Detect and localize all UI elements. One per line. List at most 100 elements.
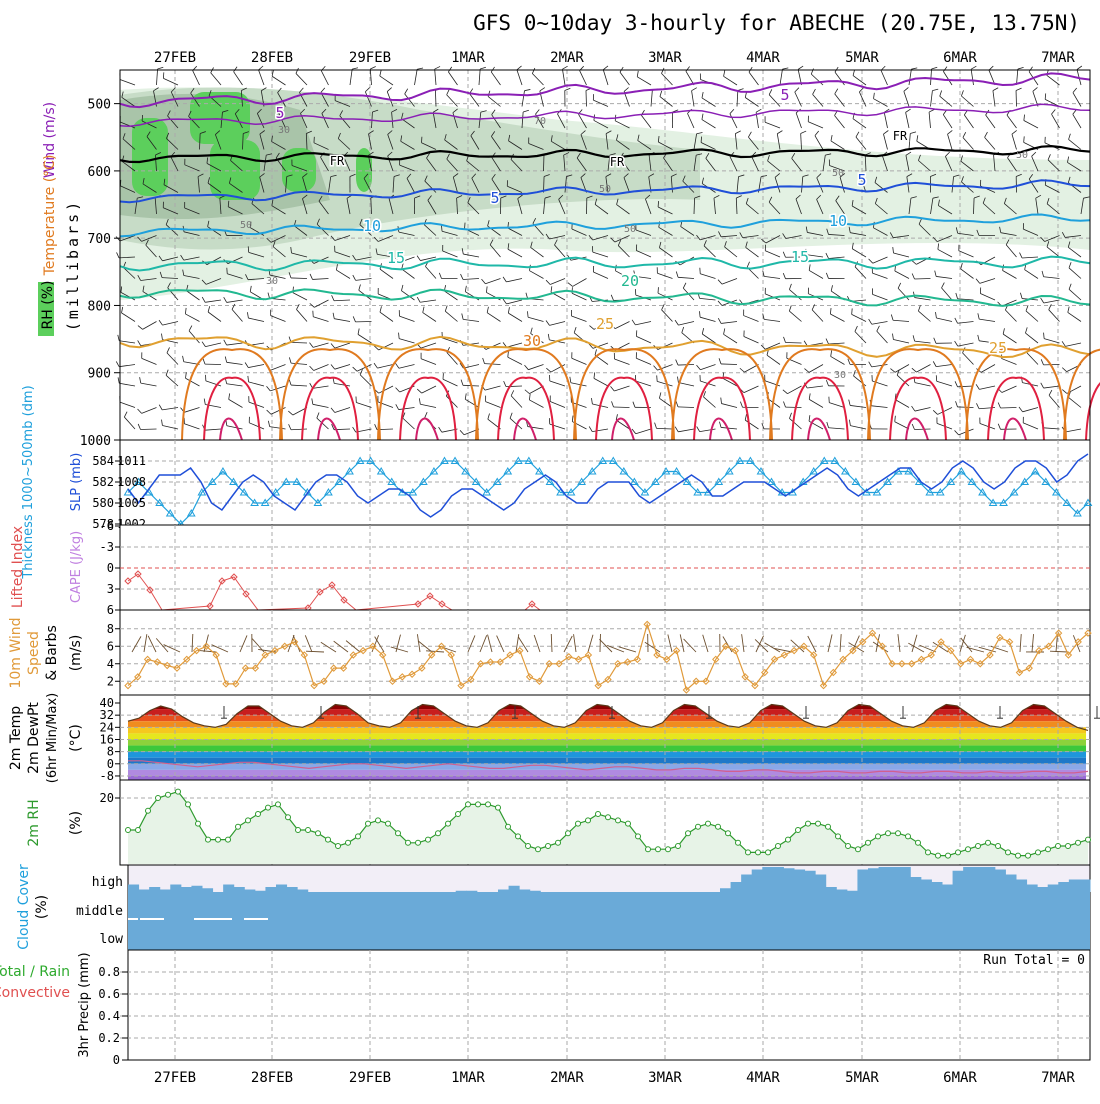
cloud-high-bar: [963, 867, 974, 892]
rh2m-point: [196, 821, 201, 826]
contour-label: 25: [596, 315, 614, 333]
wind-barb-flag: [417, 68, 423, 69]
rh2m-point: [346, 840, 351, 845]
wind-barb-flag: [971, 66, 976, 69]
cloud-gap: [140, 918, 164, 920]
cloud-high-bar: [1005, 875, 1016, 893]
cloud-high-bar: [234, 887, 245, 892]
cloud-gap: [244, 918, 268, 920]
rh-contour-label: 70: [534, 116, 546, 127]
rh2m-point: [396, 831, 401, 836]
cloud-level-label: high: [92, 875, 123, 890]
tick-label: 4: [107, 657, 114, 671]
rh2m-point: [156, 796, 161, 801]
cloud-high-bar: [773, 867, 784, 892]
slp-tick-label: 1011: [117, 454, 146, 468]
rh2m-point: [936, 853, 941, 858]
contour-label: 15: [791, 248, 809, 266]
cloud-high-bar: [128, 885, 139, 893]
rh2m-point: [486, 802, 491, 807]
pressure-tick-label: 1000: [80, 434, 111, 449]
contour-label: FR: [610, 155, 625, 169]
contour-label: 5: [275, 104, 284, 122]
rh2m-point: [706, 821, 711, 826]
wind-barb: [586, 91, 587, 107]
rh2m-unit: (%): [68, 811, 84, 835]
rh2m-point: [366, 821, 371, 826]
cloud-high-bar: [847, 891, 858, 892]
contour-label: 25: [989, 339, 1007, 357]
tick-label: 8: [107, 622, 114, 636]
rh2m-point: [576, 821, 581, 826]
tick-label: -6: [100, 519, 114, 533]
rh2m-point: [286, 815, 291, 820]
tick-label: 0.4: [98, 1009, 120, 1023]
tick-label: 0.6: [98, 987, 120, 1001]
rh2m-point: [236, 824, 241, 829]
cloud-high-bar: [181, 887, 192, 892]
pressure-tick-label: 800: [88, 299, 111, 314]
rh2m-point: [216, 837, 221, 842]
rh2m-point: [866, 840, 871, 845]
wind-barb: [915, 429, 931, 430]
pressure-tick-label: 700: [88, 232, 111, 247]
rh2m-point: [436, 831, 441, 836]
wind-barb-flag: [259, 66, 264, 70]
rh2m-point: [896, 831, 901, 836]
cloud-middle-low: [128, 892, 1090, 950]
wind-barb-flag: [116, 237, 120, 241]
cape-ylabel: CAPE (J/kg): [69, 531, 84, 603]
top-date-label: 1MAR: [451, 50, 485, 66]
rh-contour-label: 50: [624, 224, 636, 235]
pressure-tick-label: 600: [88, 165, 111, 180]
cloud-high-bar: [731, 882, 742, 892]
rh2m-point: [946, 853, 951, 858]
contour-label: 10: [829, 212, 847, 230]
rh2m-point: [556, 840, 561, 845]
wind10-unit: (m/s): [68, 635, 84, 672]
contour-label: 15: [387, 249, 405, 267]
rh-contour-label: 30: [266, 276, 278, 287]
bottom-date-label: 5MAR: [845, 1070, 879, 1086]
wind-barb-flag: [517, 66, 522, 70]
rh2m-point: [666, 847, 671, 852]
wind-barb-flag: [118, 335, 119, 341]
rh2m-point: [826, 824, 831, 829]
top-date-label: 2MAR: [550, 50, 584, 66]
run-total: Run Total = 0: [983, 953, 1085, 968]
rh2m-axis: 20: [100, 791, 120, 805]
cloud-high-bar: [931, 882, 942, 892]
rh2m-point: [846, 844, 851, 849]
rh2m-point: [976, 844, 981, 849]
top-date-label: 7MAR: [1041, 50, 1075, 66]
rh2m-point: [836, 834, 841, 839]
bottom-date-label: 1MAR: [451, 1070, 485, 1086]
rh2m-point: [1016, 853, 1021, 858]
wind-barb: [291, 278, 307, 279]
rh2m-point: [766, 850, 771, 855]
rh2m-point: [876, 834, 881, 839]
rh2m-point: [526, 844, 531, 849]
wind-barb: [721, 364, 737, 365]
wind-barb-flag: [117, 252, 119, 257]
rh2m-point: [336, 844, 341, 849]
bottom-date-label: 29FEB: [349, 1070, 391, 1086]
wind-barb-flag: [562, 66, 567, 69]
tick-label: 20: [100, 791, 114, 805]
contour-label: FR: [893, 129, 908, 143]
temp2m-ylabel-c: (6hr Min/Max): [45, 693, 60, 783]
bottom-date-label: 2MAR: [550, 1070, 584, 1086]
cloud-high-bar: [741, 875, 752, 893]
cloud-high-bar: [1048, 885, 1059, 893]
rh2m-point: [146, 808, 151, 813]
precip-ylabel-a: Total / Rain: [0, 964, 70, 980]
rh2m-point: [466, 802, 471, 807]
top-date-label: 3MAR: [648, 50, 682, 66]
top-date-label: 5MAR: [845, 50, 879, 66]
cloud-high-bar: [868, 868, 879, 892]
rh-contour-label: 50: [1016, 150, 1028, 161]
